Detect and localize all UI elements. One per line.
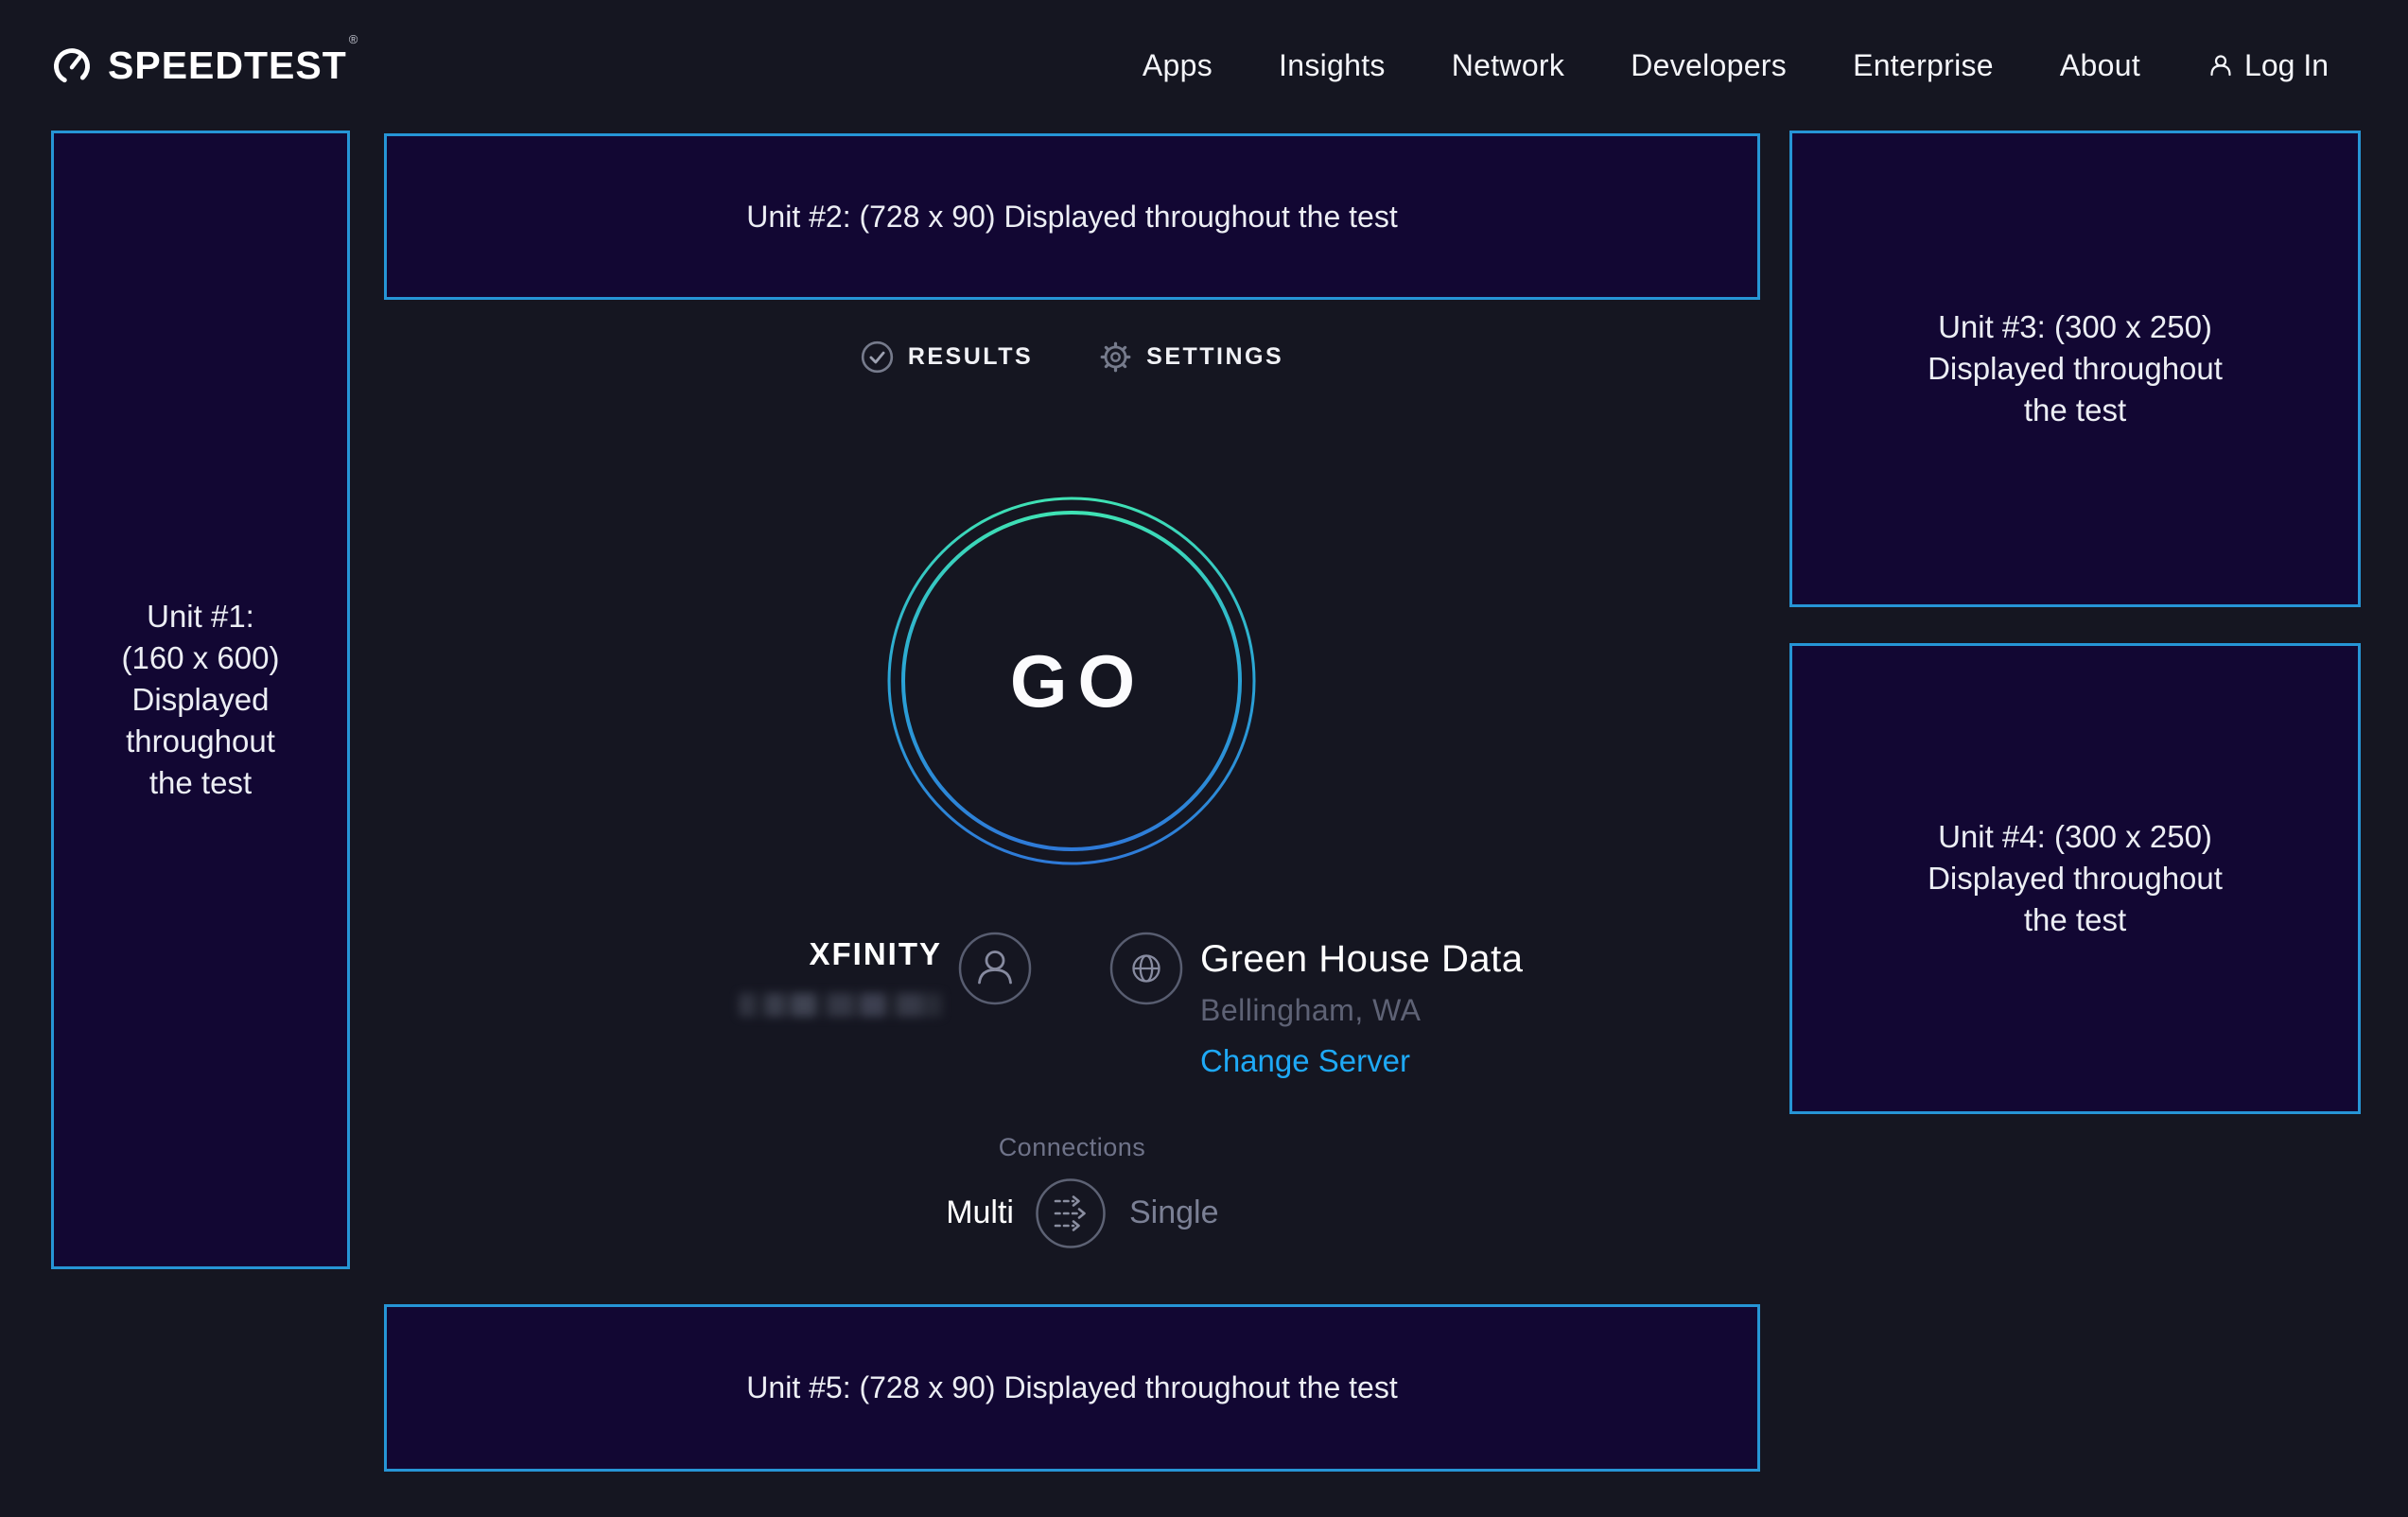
ad-unit-2-leaderboard[interactable]: Unit #2: (728 x 90) Displayed throughout…	[384, 133, 1760, 300]
nav-item-network[interactable]: Network	[1451, 47, 1565, 82]
ad-text-line: Unit #3: (300 x 250)	[1938, 309, 2212, 344]
gear-icon	[1100, 341, 1131, 373]
results-tab-label: RESULTS	[907, 343, 1034, 370]
speedtest-gauge-icon	[54, 48, 90, 85]
server-name: Green House Data	[1200, 938, 1524, 980]
nav-item-about[interactable]: About	[2059, 47, 2141, 82]
nav-item-enterprise[interactable]: Enterprise	[1853, 47, 1994, 82]
isp-avatar[interactable]	[957, 931, 1033, 1006]
server-location: Bellingham, WA	[1200, 993, 1422, 1027]
top-nav-bar: SPEEDTEST® Apps Insights Network Develop…	[0, 0, 2408, 131]
login-label: Log In	[2244, 47, 2329, 82]
ad-text-line: the test	[148, 765, 253, 800]
connections-single-option[interactable]: Single	[1129, 1194, 1219, 1230]
trademark-mark: ®	[348, 31, 359, 46]
go-button[interactable]: GO	[887, 497, 1256, 865]
ad-unit-1-skyscraper[interactable]: Unit #1: (160 x 600) Displayed throughou…	[51, 131, 350, 1269]
connections-mode-toggle[interactable]	[1035, 1177, 1107, 1249]
ad-text-line: Displayed	[131, 682, 270, 717]
ad-text-line: Unit #5: (728 x 90) Displayed throughout…	[746, 1370, 1398, 1404]
ad-text-line: Unit #1:	[147, 599, 254, 634]
nav-item-insights[interactable]: Insights	[1279, 47, 1386, 82]
ad-unit-5-leaderboard[interactable]: Unit #5: (728 x 90) Displayed throughout…	[384, 1304, 1760, 1472]
main-nav: Apps Insights Network Developers Enterpr…	[1143, 48, 2329, 83]
nav-item-developers[interactable]: Developers	[1631, 47, 1788, 82]
globe-icon	[1109, 932, 1183, 1005]
ad-text-line: throughout	[126, 724, 275, 758]
go-button-label: GO	[1009, 638, 1146, 723]
settings-tab-label: SETTINGS	[1146, 343, 1284, 370]
ad-text-line: Displayed throughout	[1928, 861, 2223, 896]
redacted-ip-address	[739, 993, 942, 1017]
check-circle-icon	[861, 340, 893, 374]
logo-wordmark: SPEEDTEST®	[108, 31, 359, 87]
server-globe[interactable]	[1108, 931, 1184, 1006]
speedtest-logo[interactable]: SPEEDTEST®	[51, 31, 359, 87]
ad-unit-3-rectangle[interactable]: Unit #3: (300 x 250) Displayed throughou…	[1789, 131, 2361, 607]
go-button-rings	[887, 497, 1256, 865]
multi-connection-arrows-icon	[1036, 1178, 1106, 1248]
ad-text-line: the test	[2023, 902, 2127, 937]
ad-text-line: Unit #2: (728 x 90) Displayed throughout…	[746, 199, 1398, 234]
tab-settings[interactable]: SETTINGS	[1099, 340, 1283, 374]
ad-unit-4-rectangle[interactable]: Unit #4: (300 x 250) Displayed throughou…	[1789, 643, 2361, 1114]
login-button[interactable]: Log In	[2207, 48, 2329, 83]
ad-text-line: Unit #4: (300 x 250)	[1938, 819, 2212, 854]
person-icon	[958, 932, 1032, 1005]
ad-text-line: Displayed throughout	[1928, 351, 2223, 386]
user-icon	[2210, 55, 2231, 77]
connections-multi-option[interactable]: Multi	[946, 1194, 1014, 1230]
ad-text-line: the test	[2023, 392, 2127, 427]
change-server-link[interactable]: Change Server	[1200, 1043, 1410, 1078]
tab-results[interactable]: RESULTS	[861, 340, 1033, 374]
results-settings-tabs: RESULTS SETTINGS	[384, 340, 1760, 374]
connections-label: Connections	[998, 1133, 1146, 1161]
isp-name: XFINITY	[809, 936, 942, 971]
nav-item-apps[interactable]: Apps	[1142, 47, 1213, 82]
ad-text-line: (160 x 600)	[121, 640, 280, 675]
